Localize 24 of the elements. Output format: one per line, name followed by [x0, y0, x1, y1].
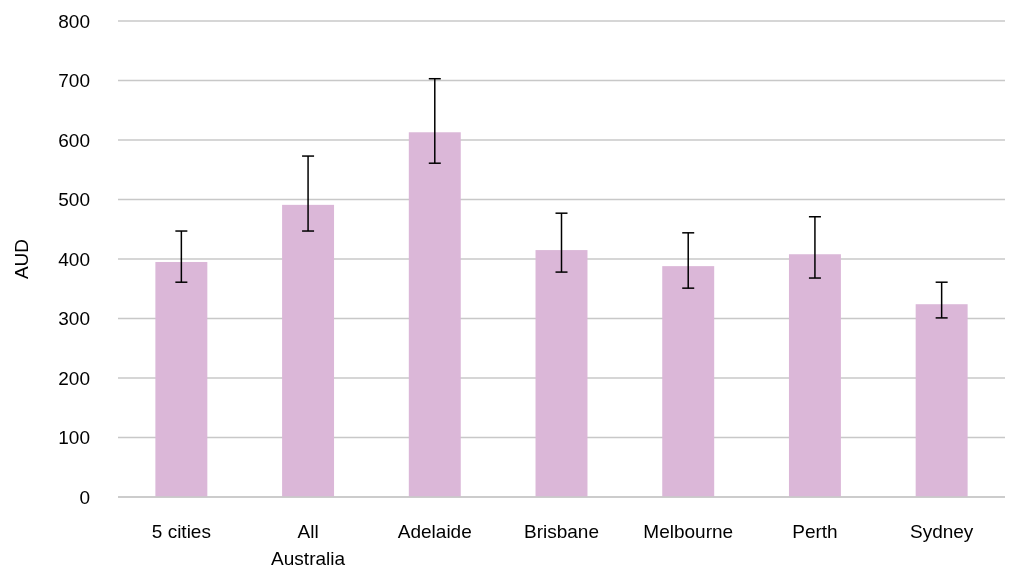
y-tick-label: 800: [58, 10, 90, 32]
bar: [155, 261, 208, 497]
y-tick-label: 300: [58, 308, 90, 330]
y-tick-label: 400: [58, 248, 90, 270]
x-tick-label: Adelaide: [397, 521, 472, 542]
x-tick-label: All Australia: [271, 521, 346, 569]
bar: [282, 204, 335, 497]
x-tick-label: Sydney: [909, 521, 974, 542]
y-tick-label: 600: [58, 129, 90, 151]
x-tick-label: Melbourne: [643, 521, 734, 542]
y-tick-label: 0: [79, 486, 90, 508]
bar: [408, 132, 461, 497]
bar: [788, 254, 841, 497]
bar: [662, 266, 715, 497]
x-tick-label: 5 cities: [151, 521, 211, 542]
y-tick-label: 700: [58, 70, 90, 92]
x-tick-label: Perth: [792, 521, 838, 542]
bar: [915, 304, 968, 497]
x-tick-label: Brisbane: [524, 521, 599, 542]
y-tick-label: 500: [58, 189, 90, 211]
bar: [535, 250, 588, 497]
y-tick-label: 100: [58, 427, 90, 449]
y-tick-label: 200: [58, 367, 90, 389]
y-axis-title: AUD: [11, 238, 32, 280]
